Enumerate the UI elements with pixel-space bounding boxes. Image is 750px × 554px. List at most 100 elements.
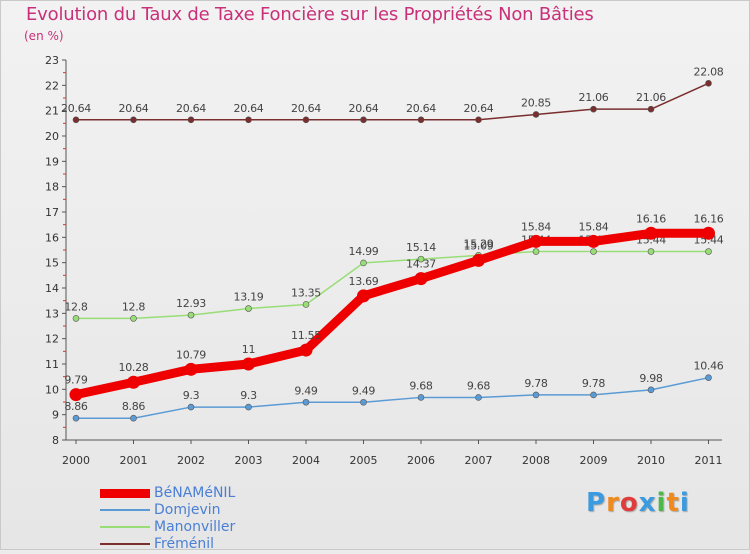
x-tick-label: 2006 [407, 454, 435, 467]
data-point [590, 391, 597, 399]
data-label: 14.37 [406, 258, 436, 271]
legend-swatch [100, 509, 150, 511]
data-point [532, 391, 540, 399]
legend-label: Domjevin [154, 502, 221, 518]
data-label: 11 [242, 343, 255, 356]
data-point [302, 398, 310, 406]
y-tick-label: 21 [45, 105, 59, 118]
data-point [705, 248, 712, 255]
logo-letter: x [638, 488, 657, 518]
data-point [414, 272, 428, 286]
x-tick-label: 2007 [465, 454, 493, 467]
data-label: 14.99 [349, 245, 379, 258]
data-point [69, 388, 83, 402]
data-point [532, 248, 540, 255]
data-label: 9.68 [467, 379, 491, 392]
y-tick-label: 9 [52, 409, 59, 422]
legend: BéNAMéNIL Domjevin Manonviller Fréménil [100, 485, 360, 554]
data-label: 12.93 [176, 297, 206, 310]
data-label: 9.3 [240, 389, 257, 402]
logo-letter: t [666, 488, 680, 518]
data-point [245, 403, 252, 411]
series-line-manonviller [75, 250, 710, 320]
data-point [302, 116, 310, 124]
data-point [245, 116, 252, 124]
y-tick-label: 10 [45, 383, 59, 396]
legend-swatch [100, 489, 150, 498]
data-point [299, 343, 313, 357]
data-label: 20.64 [61, 102, 91, 115]
y-tick-label: 19 [45, 155, 59, 168]
data-point [705, 374, 712, 381]
data-label: 20.64 [464, 102, 494, 115]
y-tick-label: 23 [45, 54, 59, 67]
data-point [705, 80, 712, 87]
y-tick-label: 8 [52, 434, 59, 447]
y-tick-label: 20 [45, 130, 59, 143]
y-tick-label: 18 [45, 181, 59, 194]
x-tick-label: 2000 [62, 454, 90, 467]
y-tick-label: 15 [45, 257, 59, 270]
legend-item-manonviller: Manonviller [100, 519, 360, 537]
x-tick-label: 2010 [637, 454, 665, 467]
data-label: 20.64 [291, 102, 321, 115]
data-label: 15.84 [521, 220, 551, 233]
data-point [187, 311, 195, 319]
data-point [360, 398, 367, 406]
data-point [184, 362, 198, 376]
data-label: 21.06 [579, 91, 609, 104]
data-label: 20.64 [349, 102, 379, 115]
data-label: 21.06 [636, 91, 666, 104]
data-label: 9.68 [409, 379, 433, 392]
data-point [242, 357, 255, 371]
data-point [532, 111, 540, 118]
chart-title: Evolution du Taux de Taxe Foncière sur l… [26, 4, 594, 25]
line-chart: 8 9 10 11 12 13 14 15 16 17 18 19 20 21 22 23 2000 2001 20… [45, 54, 724, 467]
data-point [127, 375, 140, 389]
x-tick-label: 2001 [120, 454, 148, 467]
logo-letter: P [586, 488, 607, 518]
data-point [647, 105, 655, 113]
data-point [187, 116, 195, 124]
data-label: 15.84 [579, 220, 609, 233]
x-tick-label: 2002 [177, 454, 205, 467]
data-label: 13.35 [291, 286, 321, 299]
data-label: 9.98 [639, 372, 663, 385]
logo-letter: r [606, 488, 620, 518]
data-label: 15.09 [464, 239, 494, 252]
legend-label: Fréménil [154, 536, 214, 552]
data-point [529, 234, 543, 248]
data-label: 10.46 [694, 360, 724, 373]
x-tick-label: 2009 [580, 454, 608, 467]
y-tick-label: 14 [45, 282, 59, 295]
y-tick-label: 13 [45, 307, 59, 320]
logo-letter: i [679, 488, 690, 518]
data-label: 9.49 [352, 384, 376, 397]
data-label: 20.85 [521, 96, 551, 109]
data-point [130, 315, 137, 322]
legend-label: Manonviller [154, 519, 236, 535]
data-point [187, 403, 195, 411]
data-label: 15.29 [464, 237, 494, 250]
legend-item-benamenil: BéNAMéNIL [100, 485, 360, 503]
x-tick-label: 2004 [292, 454, 320, 467]
data-point [360, 259, 367, 267]
data-point [72, 414, 80, 422]
y-tick-label: 22 [45, 79, 59, 92]
data-label: 22.08 [694, 65, 724, 78]
y-tick-label: 11 [45, 358, 59, 371]
data-point [647, 248, 655, 255]
data-label: 15.14 [406, 241, 436, 254]
data-point [590, 105, 597, 113]
proxiti-logo: Proxiti [586, 488, 690, 518]
legend-item-fremenil: Fréménil [100, 536, 360, 554]
data-label: 16.16 [694, 212, 724, 225]
data-point [360, 116, 367, 124]
data-point [130, 414, 137, 422]
data-point [130, 116, 137, 124]
data-label: 9.78 [524, 377, 548, 390]
y-tick-label: 16 [45, 231, 59, 244]
data-point [417, 394, 425, 401]
series-line-domjevin [75, 376, 710, 419]
